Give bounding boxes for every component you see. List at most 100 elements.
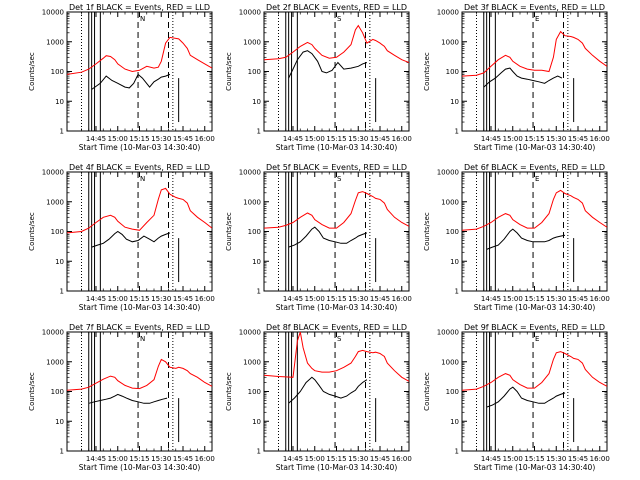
x-tick-label: 15:15 — [524, 295, 544, 303]
x-tick-label: 15:45 — [568, 295, 588, 303]
attenuator-flag: S — [337, 15, 342, 23]
y-axis-label: Counts/sec — [28, 52, 36, 91]
series-events — [91, 230, 171, 248]
series-lld — [67, 358, 212, 391]
y-tick-label: 10 — [252, 98, 261, 106]
y-tick-label: 10 — [55, 98, 64, 106]
y-tick-label: 10 — [450, 98, 459, 106]
y-tick-label: 10000 — [437, 329, 459, 337]
x-tick-label: 14:45 — [86, 455, 106, 463]
panel-det-9: Det 9f BLACK = Events, RED = LLD 1 10 100 10… — [423, 323, 610, 472]
x-tick-label: 15:45 — [568, 455, 588, 463]
y-tick-label: 100 — [446, 388, 459, 396]
series-events — [486, 386, 566, 408]
x-axis-label: Start Time (10-Mar-03 14:30:40) — [474, 303, 596, 312]
y-tick-label: 1000 — [46, 358, 64, 366]
panel-det-5: Det 5f BLACK = Events, RED = LLD 1 10 100 10… — [225, 163, 412, 312]
x-tick-label: 15:00 — [305, 295, 325, 303]
x-tick-label: 15:45 — [568, 135, 588, 143]
y-tick-label: 1 — [455, 288, 459, 296]
y-tick-label: 10 — [450, 418, 459, 426]
x-tick-label: 14:45 — [86, 295, 106, 303]
x-tick-label: 15:00 — [108, 135, 128, 143]
x-tick-label: 16:00 — [392, 295, 412, 303]
event-markers — [476, 332, 569, 451]
x-tick-label: 15:30 — [151, 455, 171, 463]
y-tick-label: 1000 — [46, 38, 64, 46]
y-tick-label: 100 — [446, 228, 459, 236]
x-tick-label: 15:45 — [173, 455, 193, 463]
series-events — [288, 226, 368, 248]
x-tick-label: 15:30 — [546, 135, 566, 143]
y-tick-label: 10 — [55, 258, 64, 266]
x-tick-label: 15:30 — [546, 455, 566, 463]
series-lld — [462, 189, 607, 231]
x-tick-label: 15:15 — [129, 295, 149, 303]
series-lld — [462, 30, 607, 77]
x-tick-label: 15:30 — [348, 135, 368, 143]
y-tick-label: 10 — [252, 418, 261, 426]
series-lld — [264, 332, 409, 382]
series-events — [288, 376, 368, 404]
x-tick-label: 14:45 — [86, 135, 106, 143]
y-tick-label: 100 — [248, 228, 261, 236]
series-events — [91, 73, 171, 90]
event-markers — [81, 172, 174, 291]
x-tick-label: 14:45 — [481, 135, 501, 143]
y-tick-label: 100 — [51, 68, 64, 76]
x-tick-label: 14:45 — [481, 455, 501, 463]
y-axis-label: Counts/sec — [225, 372, 233, 411]
x-tick-label: 16:00 — [590, 295, 610, 303]
x-axis-label: Start Time (10-Mar-03 14:30:40) — [276, 303, 398, 312]
y-tick-label: 1000 — [46, 198, 64, 206]
y-tick-label: 1 — [257, 128, 261, 136]
attenuator-flag: N — [140, 15, 145, 23]
y-tick-label: 1 — [60, 128, 64, 136]
y-tick-label: 1000 — [441, 358, 459, 366]
x-tick-label: 15:15 — [326, 455, 346, 463]
y-tick-label: 100 — [446, 68, 459, 76]
series-lld — [462, 351, 607, 391]
series-events — [88, 393, 168, 404]
series-events — [486, 228, 566, 250]
x-tick-label: 15:15 — [326, 135, 346, 143]
panel-title: Det 8f BLACK = Events, RED = LLD — [266, 323, 407, 332]
y-tick-label: 10 — [450, 258, 459, 266]
y-tick-label: 100 — [51, 228, 64, 236]
panel-det-8: Det 8f BLACK = Events, RED = LLD 1 10 100 10… — [225, 323, 412, 472]
attenuator-flag: S — [337, 175, 342, 183]
x-tick-label: 14:45 — [283, 455, 303, 463]
x-tick-label: 15:30 — [348, 295, 368, 303]
event-markers — [81, 12, 174, 131]
y-tick-label: 1000 — [441, 38, 459, 46]
x-axis-label: Start Time (10-Mar-03 14:30:40) — [276, 143, 398, 152]
panel-det-7: Det 7f BLACK = Events, RED = LLD 1 10 100 10… — [28, 323, 215, 472]
y-tick-label: 1000 — [243, 198, 261, 206]
x-tick-label: 16:00 — [392, 455, 412, 463]
y-tick-label: 100 — [248, 388, 261, 396]
y-tick-label: 10000 — [437, 9, 459, 17]
y-tick-label: 1 — [455, 128, 459, 136]
y-tick-label: 10000 — [239, 9, 261, 17]
x-tick-label: 15:00 — [305, 455, 325, 463]
x-tick-label: 15:00 — [108, 455, 128, 463]
x-tick-label: 15:30 — [151, 135, 171, 143]
y-tick-label: 10000 — [239, 329, 261, 337]
event-markers — [476, 172, 569, 291]
x-tick-label: 15:45 — [173, 135, 193, 143]
panel-det-4: Det 4f BLACK = Events, RED = LLD 1 10 100 10… — [28, 163, 215, 312]
series-lld — [67, 187, 212, 234]
attenuator-flag: E — [535, 335, 539, 343]
y-tick-label: 1000 — [441, 198, 459, 206]
event-markers — [476, 12, 569, 131]
attenuator-flag: N — [140, 335, 145, 343]
x-axis-label: Start Time (10-Mar-03 14:30:40) — [474, 143, 596, 152]
panel-title: Det 2f BLACK = Events, RED = LLD — [266, 3, 407, 12]
x-axis-label: Start Time (10-Mar-03 14:30:40) — [276, 463, 398, 472]
x-tick-label: 16:00 — [195, 455, 215, 463]
x-tick-label: 14:45 — [481, 295, 501, 303]
x-axis-label: Start Time (10-Mar-03 14:30:40) — [79, 463, 201, 472]
y-tick-label: 1 — [257, 448, 261, 456]
x-axis-label: Start Time (10-Mar-03 14:30:40) — [474, 463, 596, 472]
x-tick-label: 14:45 — [283, 295, 303, 303]
